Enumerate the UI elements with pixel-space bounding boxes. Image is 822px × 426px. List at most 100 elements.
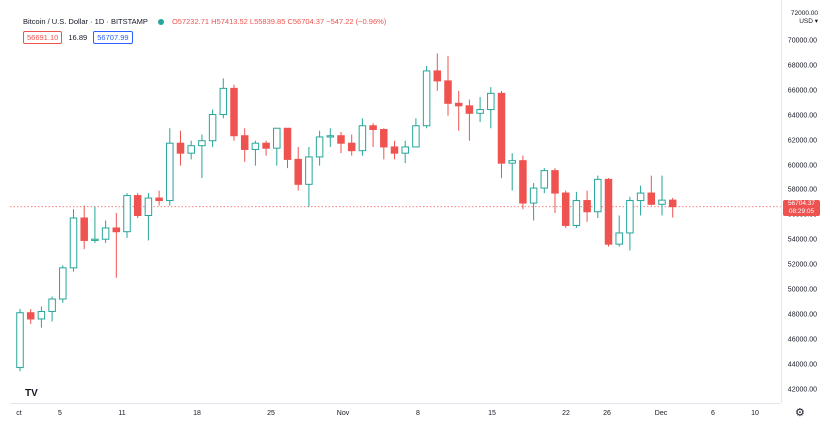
candle[interactable] <box>401 140 409 164</box>
currency-label: USD ▾ <box>799 18 818 25</box>
gear-icon[interactable]: ⚙ <box>795 407 805 419</box>
candle[interactable] <box>187 140 195 160</box>
candle[interactable] <box>262 140 270 156</box>
candle[interactable] <box>123 193 131 238</box>
candle[interactable] <box>519 155 527 210</box>
candle[interactable] <box>133 193 142 218</box>
time-label: 11 <box>118 410 126 417</box>
candle[interactable] <box>326 128 335 147</box>
candle[interactable] <box>508 153 516 191</box>
candle[interactable] <box>412 118 420 148</box>
candle[interactable] <box>358 118 367 156</box>
candle[interactable] <box>572 191 581 228</box>
candle[interactable] <box>422 65 431 129</box>
candle-body <box>315 136 324 158</box>
candle[interactable] <box>176 130 185 166</box>
candle[interactable] <box>604 178 613 247</box>
candle-body <box>412 125 420 148</box>
tradingview-logo-icon[interactable]: TV <box>25 388 38 399</box>
candle-body <box>626 200 634 234</box>
candlestick-chart[interactable] <box>10 0 781 403</box>
candle[interactable] <box>540 168 549 194</box>
candle[interactable] <box>529 183 538 221</box>
price-label: 46000.00 <box>787 336 817 344</box>
candle-body <box>615 232 623 245</box>
time-label: 8 <box>416 410 420 417</box>
candle[interactable] <box>615 215 623 247</box>
candle[interactable] <box>347 134 356 156</box>
candle[interactable] <box>305 146 313 207</box>
candle[interactable] <box>380 128 388 160</box>
candle[interactable] <box>487 87 495 129</box>
candle[interactable] <box>26 308 35 324</box>
candle[interactable] <box>101 220 110 243</box>
candle-body <box>540 170 549 189</box>
candle[interactable] <box>315 130 324 166</box>
candle[interactable] <box>37 306 46 328</box>
price-label: 50000.00 <box>787 286 817 294</box>
candle[interactable] <box>294 146 302 191</box>
candle[interactable] <box>658 175 666 216</box>
currency-selector[interactable]: 72000.00 USD ▾ <box>791 10 818 26</box>
candle[interactable] <box>155 190 163 206</box>
candle[interactable] <box>219 78 228 119</box>
candle-body <box>48 298 56 312</box>
candle[interactable] <box>208 109 217 147</box>
candle[interactable] <box>69 209 78 272</box>
candle[interactable] <box>91 206 99 243</box>
time-label: Dec <box>654 410 668 417</box>
candle[interactable] <box>198 134 206 179</box>
candle[interactable] <box>369 123 377 147</box>
candle[interactable] <box>80 205 88 250</box>
candle[interactable] <box>465 99 474 141</box>
candle[interactable] <box>583 190 591 222</box>
chart-pane[interactable] <box>10 0 782 403</box>
candle[interactable] <box>454 90 463 131</box>
candle[interactable] <box>551 168 559 214</box>
candle[interactable] <box>444 55 452 116</box>
candle[interactable] <box>337 131 345 154</box>
price-label: 44000.00 <box>787 361 817 369</box>
candle[interactable] <box>647 175 656 206</box>
candle-body <box>176 142 185 154</box>
candle[interactable] <box>251 140 260 166</box>
candle[interactable] <box>626 196 634 251</box>
candle-body <box>487 92 495 111</box>
candle-body <box>262 142 270 149</box>
candle[interactable] <box>636 185 645 216</box>
price-label: 48000.00 <box>787 311 817 319</box>
candle-body <box>551 170 559 194</box>
candle[interactable] <box>476 97 484 123</box>
sell-button[interactable]: 56691.10 <box>23 31 63 44</box>
time-label: 22 <box>562 410 570 417</box>
candle[interactable] <box>112 213 121 278</box>
candle[interactable] <box>561 190 570 228</box>
candle[interactable] <box>433 53 442 91</box>
candle-body <box>305 156 313 185</box>
candle[interactable] <box>240 128 249 162</box>
candle[interactable] <box>668 197 677 218</box>
candle[interactable] <box>59 265 67 303</box>
candle[interactable] <box>166 128 174 206</box>
time-label: 18 <box>193 410 201 417</box>
candle[interactable] <box>497 90 506 179</box>
candle-body <box>465 105 474 114</box>
market-status-icon <box>157 19 164 26</box>
candle[interactable] <box>16 308 24 372</box>
candle[interactable] <box>230 84 238 141</box>
candle[interactable] <box>390 140 399 160</box>
candle[interactable] <box>283 127 292 169</box>
time-axis[interactable]: ct 5 11 18 25 Nov 8 15 22 26 Dec 6 10 <box>10 403 781 426</box>
candle-body <box>572 200 581 226</box>
candle-body <box>219 87 228 116</box>
chart-legend: Bitcoin / U.S. Dollar · 1D · BITSTAMP O5… <box>23 17 386 26</box>
candle[interactable] <box>144 193 153 241</box>
candle[interactable] <box>273 127 281 166</box>
candle-body <box>668 199 677 208</box>
symbol-title[interactable]: Bitcoin / U.S. Dollar · 1D · BITSTAMP <box>23 17 148 26</box>
candle[interactable] <box>594 175 602 218</box>
time-label: 26 <box>603 410 611 417</box>
buy-button[interactable]: 56707.99 <box>93 31 133 44</box>
candle-body <box>594 178 602 213</box>
candle[interactable] <box>48 296 56 322</box>
